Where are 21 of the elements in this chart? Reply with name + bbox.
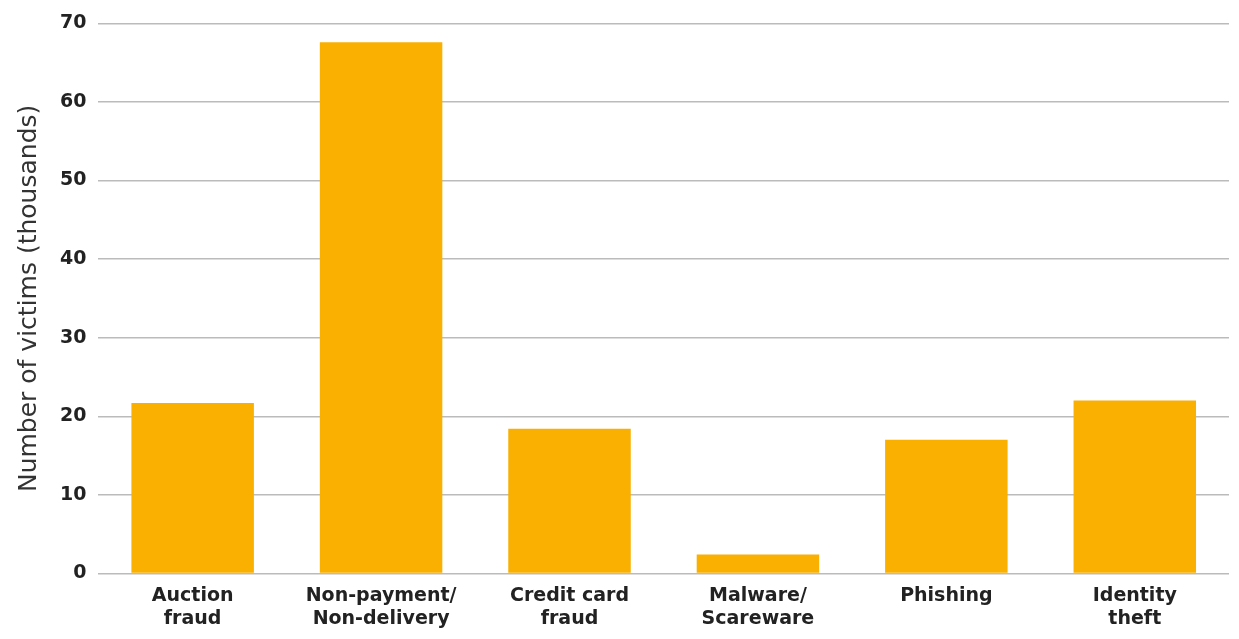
- y-tick-label: 70: [59, 10, 87, 33]
- x-tick-label: Phishing: [900, 582, 993, 605]
- x-tick-label: Credit card fraud: [509, 582, 630, 628]
- y-tick-label: 20: [59, 403, 87, 426]
- bar: [696, 554, 820, 573]
- x-tick-label: Non-payment/ Non-delivery: [305, 582, 457, 628]
- bar: [131, 402, 254, 573]
- y-tick-label: 40: [59, 246, 87, 269]
- x-tick-label: Identity theft: [1092, 582, 1178, 628]
- bar: [319, 42, 443, 573]
- bar: [885, 439, 1008, 573]
- x-tick-label: Auction fraud: [151, 582, 234, 628]
- x-tick-label: Malware/ Scareware: [701, 582, 815, 628]
- y-tick-label: 0: [73, 560, 87, 583]
- bar: [508, 428, 631, 573]
- y-tick-label: 10: [59, 481, 87, 504]
- y-tick-label: 30: [59, 324, 87, 347]
- y-axis-title: Number of victims (thousands): [12, 104, 42, 493]
- y-tick-label: 50: [59, 167, 87, 190]
- bar: [1073, 400, 1197, 573]
- y-tick-label: 60: [59, 88, 87, 111]
